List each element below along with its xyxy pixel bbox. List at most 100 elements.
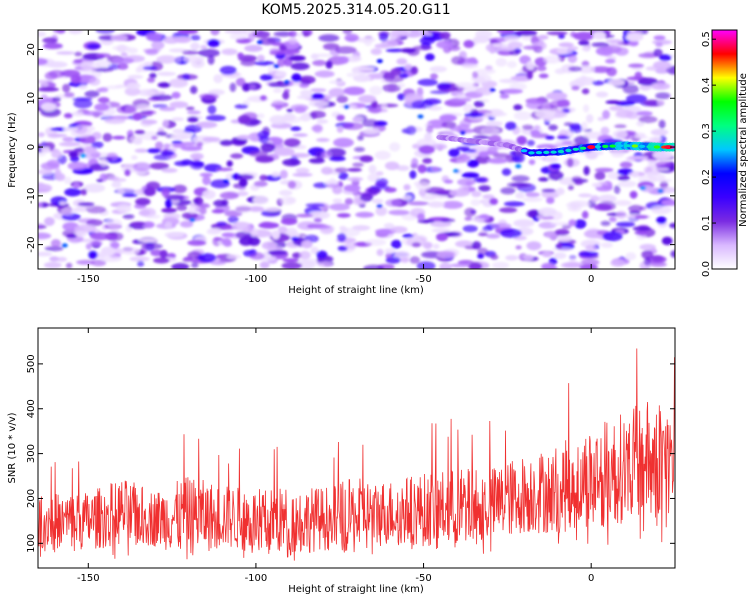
noise-blob	[612, 129, 628, 139]
noise-blob	[551, 247, 574, 252]
noise-blob	[636, 111, 653, 116]
noise-blob	[121, 193, 138, 198]
noise-blob	[538, 207, 557, 216]
noise-blob	[659, 54, 672, 62]
noise-blob	[425, 53, 435, 61]
noise-blob	[461, 63, 479, 69]
noise-blob	[560, 262, 583, 269]
noise-blob	[478, 151, 489, 158]
noise-blob	[670, 250, 675, 258]
noise-blob	[609, 105, 624, 111]
noise-blob	[397, 93, 406, 101]
noise-blob	[417, 78, 438, 86]
noise-blob	[41, 146, 51, 154]
y-tick-label: 500	[26, 354, 37, 373]
noise-blob	[574, 181, 584, 185]
noise-blob	[354, 147, 365, 152]
noise-blob	[216, 221, 228, 227]
noise-blob	[172, 128, 185, 134]
noise-blob	[143, 187, 156, 197]
noise-blob	[585, 244, 598, 252]
noise-blob	[134, 148, 149, 153]
noise-blob	[359, 155, 374, 163]
noise-blob	[197, 253, 217, 263]
noise-blob	[344, 242, 358, 249]
noise-blob	[583, 104, 590, 113]
noise-blob	[530, 129, 540, 136]
noise-blob	[661, 236, 673, 246]
track-cell-core	[638, 144, 646, 148]
noise-blob	[375, 206, 388, 216]
noise-blob	[74, 124, 88, 135]
noise-blob	[626, 94, 647, 104]
noise-blob	[145, 49, 159, 56]
noise-blob	[296, 95, 313, 100]
noise-blob	[542, 251, 552, 258]
noise-blob	[281, 262, 303, 269]
noise-blob	[155, 141, 164, 150]
noise-blob	[82, 111, 104, 116]
noise-blob	[639, 84, 652, 91]
noise-blob	[574, 219, 587, 229]
noise-blob	[127, 74, 144, 79]
noise-blob	[73, 59, 83, 64]
noise-blob	[71, 111, 86, 117]
noise-blob	[110, 34, 128, 42]
noise-blob	[171, 91, 181, 99]
noise-blob	[100, 246, 116, 256]
noise-blob	[569, 125, 583, 133]
snr-xlabel: Height of straight line (km)	[288, 584, 424, 595]
noise-blob	[388, 209, 410, 216]
noise-blob	[473, 100, 485, 108]
noise-blob	[253, 180, 268, 187]
noise-blob	[40, 162, 60, 171]
noise-blob	[286, 108, 293, 113]
noise-blob	[431, 166, 440, 171]
noise-blob	[267, 250, 288, 256]
noise-blob	[151, 40, 165, 50]
noise-blob	[568, 66, 583, 72]
noise-blob	[152, 104, 168, 108]
noise-blob	[117, 189, 125, 195]
noise-blob	[461, 148, 477, 153]
y-tick-label: 0	[26, 144, 37, 150]
noise-blob	[316, 119, 329, 124]
noise-blob	[62, 83, 71, 93]
noise-blob	[288, 55, 306, 62]
noise-blob	[38, 232, 52, 240]
noise-blob	[78, 84, 88, 90]
noise-blob	[126, 82, 141, 90]
noise-blob	[615, 109, 634, 118]
noise-blob	[210, 30, 220, 36]
noise-blob	[77, 202, 95, 207]
noise-blob	[370, 48, 382, 55]
noise-blob	[333, 137, 354, 148]
noise-blob	[416, 261, 436, 269]
colorbar-gradient	[712, 30, 737, 269]
noise-blob	[138, 238, 159, 243]
noise-blob	[88, 250, 98, 259]
spectrogram-y-ticks: -20 -10 0 10 20	[26, 43, 675, 253]
noise-blob	[567, 54, 578, 64]
noise-blob	[165, 198, 173, 209]
noise-blob	[312, 59, 327, 66]
noise-spot	[189, 217, 196, 222]
noise-blob	[583, 166, 590, 176]
noise-blob	[210, 260, 226, 266]
noise-blob	[88, 77, 101, 86]
noise-blob	[454, 82, 476, 89]
noise-blob	[84, 90, 100, 98]
noise-blob	[436, 232, 448, 242]
noise-blob	[296, 32, 303, 37]
noise-blob	[301, 240, 313, 249]
noise-blob	[376, 248, 384, 257]
noise-blob	[658, 119, 666, 129]
noise-blob	[356, 199, 365, 205]
noise-blob	[600, 126, 610, 136]
noise-blob	[533, 125, 541, 130]
noise-blob	[145, 214, 161, 219]
noise-blob	[229, 33, 247, 40]
noise-blob	[116, 105, 136, 114]
noise-blob	[164, 221, 173, 228]
noise-blob	[207, 39, 221, 48]
